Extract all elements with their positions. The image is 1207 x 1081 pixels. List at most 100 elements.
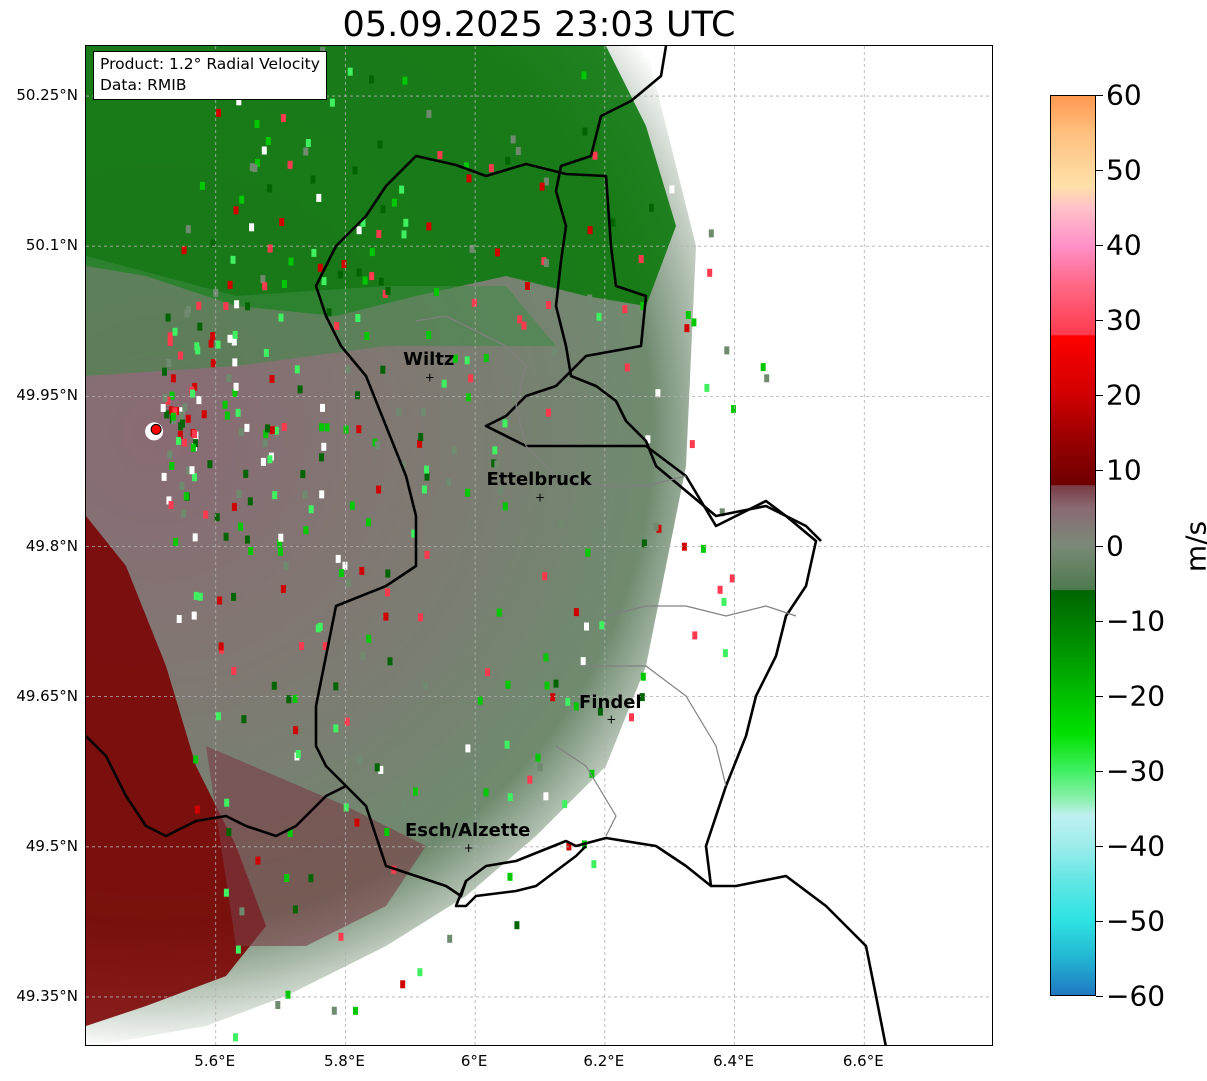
echo-speckle: [581, 71, 587, 80]
echo-speckle: [483, 353, 489, 362]
echo-speckle: [269, 426, 275, 435]
echo-speckle: [374, 440, 380, 449]
echo-speckle: [349, 501, 355, 510]
echo-speckle: [722, 649, 728, 658]
echo-speckle: [717, 585, 723, 594]
echo-speckle: [283, 562, 289, 571]
city-label: Findel: [579, 691, 642, 713]
colorbar-tick-label: 40: [1106, 228, 1142, 262]
echo-speckle: [341, 260, 347, 269]
echo-speckle: [424, 550, 430, 559]
colorbar-tick-mark: [1096, 395, 1103, 397]
echo-speckle: [236, 97, 242, 106]
echo-speckle: [396, 408, 402, 417]
echo-speckle: [446, 478, 451, 487]
echo-speckle: [653, 522, 659, 531]
map-canvas: + + + +: [86, 46, 992, 1045]
echo-speckle: [573, 608, 579, 617]
echo-speckle: [537, 763, 543, 772]
echo-speckle: [267, 455, 273, 464]
echo-speckle: [451, 446, 457, 455]
echo-speckle: [391, 198, 397, 207]
echo-speckle: [542, 572, 548, 581]
colorbar-tick-mark: [1096, 320, 1103, 322]
echo-speckle: [355, 314, 361, 322]
echo-speckle: [281, 422, 287, 431]
echo-speckle: [193, 755, 199, 764]
echo-speckle: [491, 459, 497, 468]
echo-speckle: [729, 574, 735, 583]
echo-speckle: [299, 642, 304, 651]
colorbar: [1050, 95, 1096, 996]
echo-speckle: [525, 282, 530, 290]
echo-speckle: [589, 769, 595, 778]
echo-speckle: [230, 255, 236, 264]
echo-speckle: [273, 426, 279, 435]
echo-speckle: [599, 621, 605, 630]
echo-speckle: [376, 229, 382, 238]
echo-speckle: [692, 631, 698, 640]
echo-speckle: [452, 354, 458, 363]
echo-speckle: [308, 874, 314, 883]
city-marker: +: [464, 841, 474, 855]
echo-speckle: [203, 510, 209, 519]
echo-speckle: [441, 379, 447, 388]
echo-speckle: [378, 277, 384, 286]
echo-speckle: [233, 1033, 238, 1042]
echo-speckle: [223, 888, 229, 897]
echo-speckle: [550, 693, 556, 702]
echo-speckle: [338, 569, 344, 578]
echo-speckle: [617, 420, 623, 429]
echo-speckle: [168, 501, 174, 509]
echo-speckle: [502, 502, 508, 511]
echo-speckle: [434, 288, 439, 297]
echo-speckle: [189, 466, 195, 475]
echo-speckle: [426, 331, 432, 339]
echo-speckle: [597, 707, 603, 716]
echo-speckle: [316, 193, 322, 202]
echo-speckle: [322, 642, 328, 651]
echo-speckle: [369, 248, 375, 257]
echo-green-mid: [86, 256, 556, 376]
echo-speckle: [369, 272, 375, 281]
echo-speckle: [517, 315, 523, 324]
echo-speckle: [356, 268, 362, 277]
echo-speckle: [691, 318, 697, 327]
echo-speckle: [169, 462, 175, 470]
echo-speckle: [167, 332, 173, 341]
echo-speckle: [352, 166, 358, 175]
echo-speckle: [262, 439, 268, 448]
echo-speckle: [226, 828, 232, 837]
echo-speckle: [278, 313, 284, 322]
echo-speckle: [357, 756, 363, 765]
map-title: 05.09.2025 23:03 UTC: [342, 5, 736, 45]
echo-speckle: [502, 419, 508, 428]
echo-speckle: [418, 613, 423, 622]
echo-speckle: [347, 67, 353, 76]
colorbar-tick-mark: [1096, 620, 1103, 622]
echo-speckle: [170, 374, 176, 383]
echo-speckle: [760, 363, 766, 372]
echo-speckle: [254, 159, 260, 168]
echo-speckle: [382, 289, 388, 298]
echo-speckle: [719, 508, 725, 517]
echo-speckle: [196, 396, 202, 405]
echo-speckle: [227, 334, 233, 343]
echo-speckle: [197, 322, 203, 331]
echo-speckle: [190, 443, 196, 452]
echo-speckle: [294, 365, 300, 374]
echo-speckle: [160, 404, 166, 412]
echo-speckle: [164, 410, 170, 419]
echo-speckle: [185, 225, 191, 234]
radar-map: + + + +: [85, 45, 993, 1046]
colorbar-tick-label: −40: [1106, 829, 1166, 863]
echo-speckle: [308, 505, 314, 514]
colorbar-tick-label: −20: [1106, 679, 1166, 713]
echo-speckle: [468, 374, 474, 383]
echo-speckle: [214, 513, 220, 522]
echo-speckle: [226, 374, 232, 383]
echo-speckle: [649, 203, 654, 212]
echo-speckle: [248, 547, 254, 555]
echo-speckle: [377, 140, 383, 149]
colorbar-tick-label: 50: [1106, 153, 1142, 187]
